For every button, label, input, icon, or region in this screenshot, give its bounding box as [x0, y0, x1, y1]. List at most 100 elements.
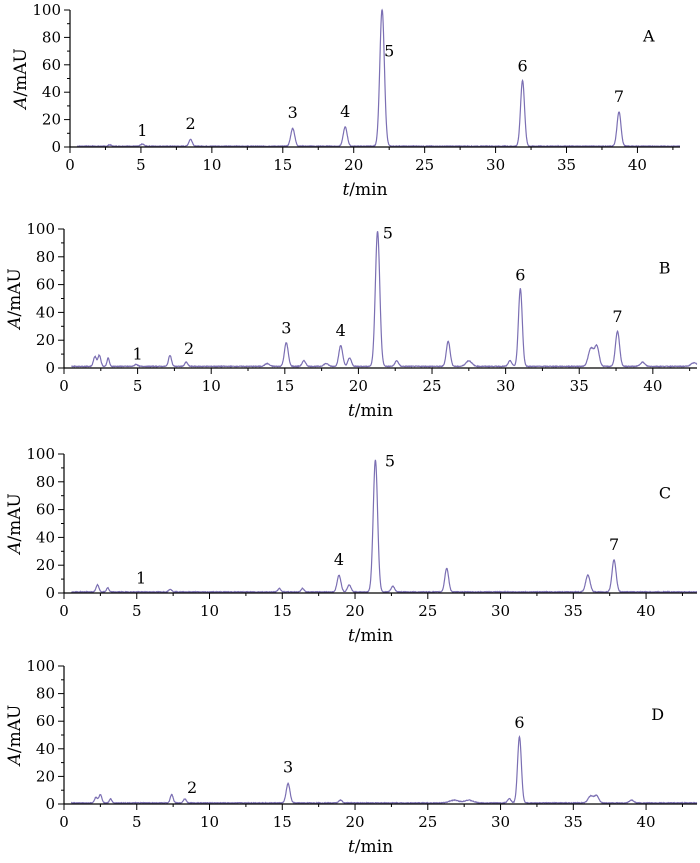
chromatogram-trace-A: [77, 8, 680, 148]
x-tick-label: 15: [273, 602, 292, 620]
x-tick-label: 5: [132, 813, 142, 831]
peak-label-7: 7: [614, 87, 624, 106]
peak-label-3: 3: [283, 757, 293, 776]
x-tick-label: 0: [59, 602, 69, 620]
x-tick-label: 25: [418, 813, 437, 831]
x-tick-label: 0: [59, 813, 69, 831]
y-tick-label: 40: [36, 303, 55, 321]
peak-label-1: 1: [137, 121, 147, 140]
chromatogram-trace-D: [70, 735, 698, 805]
peak-label-1: 1: [136, 568, 146, 587]
peak-label-2: 2: [184, 339, 194, 358]
y-tick-label: 0: [45, 359, 55, 377]
y-tick-label: 0: [45, 795, 55, 813]
x-tick-label: 30: [496, 377, 515, 395]
y-tick-label: 100: [26, 657, 55, 675]
x-tick-label: 20: [345, 813, 364, 831]
peak-label-2: 2: [187, 778, 197, 797]
y-tick-label: 20: [42, 111, 61, 129]
x-axis-label: t/min: [348, 837, 393, 857]
peak-label-5: 5: [383, 224, 393, 243]
peak-label-3: 3: [288, 103, 298, 122]
y-tick-label: 100: [26, 220, 55, 238]
y-tick-label: 20: [36, 331, 55, 349]
y-tick-label: 60: [36, 276, 55, 294]
chart-panel-C: 0 5 10 15 20 25 30 35 40 0 20 40 60 80 100 t/min A/mAU 1 4…: [5, 445, 698, 646]
y-axis-label: A/mAU: [11, 48, 31, 111]
x-tick-label: 15: [273, 156, 292, 174]
peak-label-7: 7: [609, 535, 619, 554]
y-tick-label: 80: [36, 473, 55, 491]
panel-letter: B: [659, 258, 671, 277]
y-tick-label: 100: [32, 1, 61, 19]
x-tick-label: 10: [202, 377, 221, 395]
x-tick-label: 35: [564, 602, 583, 620]
panel-letter: A: [642, 27, 655, 46]
x-tick-label: 10: [202, 156, 221, 174]
x-axis-label: t/min: [348, 626, 393, 646]
x-tick-label: 15: [275, 377, 294, 395]
x-tick-label: 5: [136, 156, 146, 174]
x-tick-label: 20: [345, 602, 364, 620]
panel-letter: D: [651, 705, 664, 724]
x-tick-label: 10: [200, 602, 219, 620]
peak-label-3: 3: [281, 318, 291, 337]
peak-label-4: 4: [340, 102, 350, 121]
peak-label-2: 2: [185, 114, 195, 133]
peak-label-4: 4: [336, 321, 346, 340]
y-tick-label: 80: [42, 28, 61, 46]
x-tick-label: 15: [273, 813, 292, 831]
peak-label-4: 4: [334, 550, 344, 569]
y-tick-label: 20: [36, 767, 55, 785]
x-tick-label: 10: [200, 813, 219, 831]
x-tick-label: 35: [564, 813, 583, 831]
x-tick-label: 30: [486, 156, 505, 174]
y-axis-label: A/mAU: [5, 268, 25, 331]
x-tick-label: 40: [628, 156, 647, 174]
chart-panel-D: 0 5 10 15 20 25 30 35 40 0 20 40 60 80 100 t/min A/mAU 2 3…: [5, 657, 698, 857]
x-tick-label: 20: [344, 156, 363, 174]
y-tick-label: 100: [26, 445, 55, 463]
x-tick-label: 30: [491, 813, 510, 831]
peak-label-5: 5: [385, 452, 395, 471]
peak-label-6: 6: [517, 57, 527, 76]
x-tick-label: 0: [65, 156, 75, 174]
x-tick-label: 40: [643, 377, 662, 395]
peak-label-6: 6: [515, 265, 525, 284]
chromatogram-trace-B: [71, 231, 698, 368]
y-tick-label: 20: [36, 556, 55, 574]
x-tick-label: 5: [133, 377, 143, 395]
peak-label-1: 1: [133, 345, 143, 364]
y-tick-label: 40: [36, 528, 55, 546]
x-axis-label: t/min: [342, 180, 387, 200]
peak-label-7: 7: [612, 307, 622, 326]
y-tick-label: 60: [42, 56, 61, 74]
x-tick-label: 40: [637, 602, 656, 620]
x-tick-label: 5: [132, 602, 142, 620]
y-tick-label: 0: [51, 138, 61, 156]
peak-label-6: 6: [514, 713, 524, 732]
y-axis-label: A/mAU: [5, 705, 25, 768]
x-tick-label: 40: [637, 813, 656, 831]
y-tick-label: 40: [42, 83, 61, 101]
x-tick-label: 0: [59, 377, 69, 395]
x-tick-label: 25: [418, 602, 437, 620]
y-tick-label: 80: [36, 248, 55, 266]
x-tick-label: 35: [570, 377, 589, 395]
y-tick-label: 80: [36, 685, 55, 703]
x-axis-label: t/min: [348, 401, 393, 421]
y-tick-label: 60: [36, 712, 55, 730]
y-tick-label: 40: [36, 740, 55, 758]
y-tick-label: 60: [36, 501, 55, 519]
panel-letter: C: [659, 483, 671, 502]
x-tick-label: 30: [491, 602, 510, 620]
y-tick-label: 0: [45, 584, 55, 602]
x-tick-label: 25: [415, 156, 434, 174]
y-axis-label: A/mAU: [5, 493, 25, 556]
peak-label-5: 5: [384, 42, 394, 61]
x-tick-label: 35: [557, 156, 576, 174]
x-tick-label: 25: [422, 377, 441, 395]
chromatogram-trace-C: [71, 459, 698, 594]
